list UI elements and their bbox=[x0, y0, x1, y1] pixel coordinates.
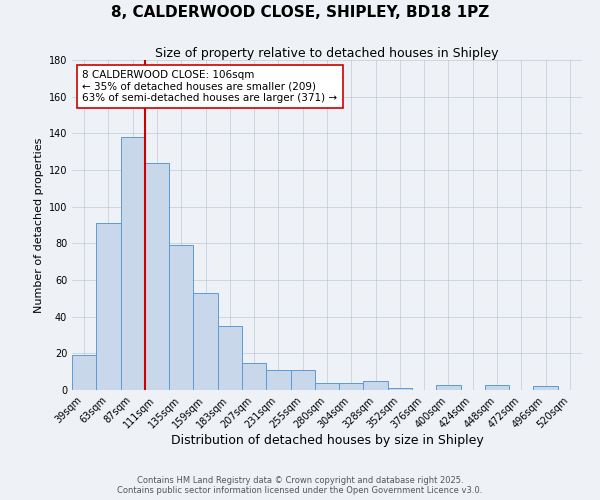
Bar bbox=[364, 381, 388, 390]
Bar bbox=[242, 362, 266, 390]
Bar bbox=[339, 382, 364, 390]
Bar bbox=[169, 245, 193, 390]
Bar bbox=[121, 137, 145, 390]
X-axis label: Distribution of detached houses by size in Shipley: Distribution of detached houses by size … bbox=[170, 434, 484, 447]
Bar bbox=[533, 386, 558, 390]
Bar bbox=[96, 223, 121, 390]
Bar bbox=[218, 326, 242, 390]
Bar bbox=[436, 384, 461, 390]
Bar bbox=[290, 370, 315, 390]
Text: Contains HM Land Registry data © Crown copyright and database right 2025.
Contai: Contains HM Land Registry data © Crown c… bbox=[118, 476, 482, 495]
Bar bbox=[193, 293, 218, 390]
Title: Size of property relative to detached houses in Shipley: Size of property relative to detached ho… bbox=[155, 47, 499, 60]
Bar bbox=[315, 382, 339, 390]
Bar bbox=[145, 162, 169, 390]
Bar bbox=[388, 388, 412, 390]
Text: 8, CALDERWOOD CLOSE, SHIPLEY, BD18 1PZ: 8, CALDERWOOD CLOSE, SHIPLEY, BD18 1PZ bbox=[111, 5, 489, 20]
Text: 8 CALDERWOOD CLOSE: 106sqm
← 35% of detached houses are smaller (209)
63% of sem: 8 CALDERWOOD CLOSE: 106sqm ← 35% of deta… bbox=[82, 70, 337, 103]
Bar bbox=[72, 355, 96, 390]
Bar bbox=[266, 370, 290, 390]
Y-axis label: Number of detached properties: Number of detached properties bbox=[34, 138, 44, 312]
Bar bbox=[485, 384, 509, 390]
